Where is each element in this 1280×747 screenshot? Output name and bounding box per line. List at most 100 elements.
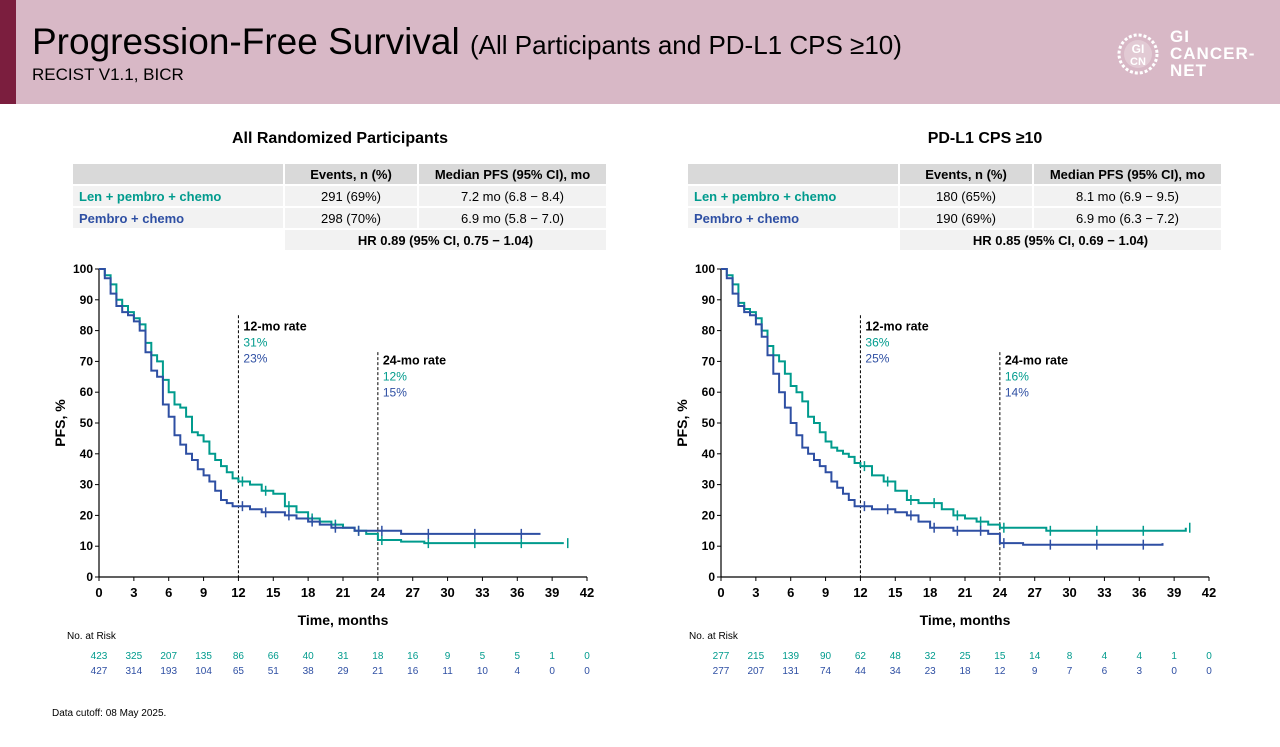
logo-text-line2: CANCER-: [1170, 44, 1256, 63]
risk-value-blue: 21: [372, 666, 384, 677]
rate-12mo-label: 12-mo rate: [243, 320, 306, 334]
km-curve-len-pembro-chemo: [721, 268, 1187, 532]
rate-24mo-label: 24-mo rate: [383, 353, 446, 367]
risk-table-label: No. at Risk: [689, 631, 739, 642]
risk-value-blue: 11: [442, 666, 453, 677]
risk-value-blue: 44: [855, 666, 867, 677]
x-tick-label: 33: [475, 585, 489, 600]
risk-value-blue: 9: [1032, 666, 1038, 677]
x-tick-label: 39: [545, 585, 559, 600]
x-tick-label: 21: [336, 585, 350, 600]
x-tick-label: 6: [787, 585, 794, 600]
row-label-len-pembro-chemo: Len + pembro + chemo: [688, 186, 898, 206]
panel-title-all: All Randomized Participants: [231, 130, 449, 147]
y-tick-label: 60: [80, 385, 94, 399]
x-tick-label: 15: [888, 585, 902, 600]
x-tick-label: 30: [1062, 585, 1076, 600]
risk-value-teal: 16: [407, 651, 419, 662]
risk-value-teal: 15: [994, 651, 1006, 662]
cell-median: 6.9 mo (6.3 − 7.2): [1034, 208, 1221, 228]
risk-value-teal: 9: [445, 651, 451, 662]
y-tick-label: 20: [702, 508, 716, 522]
x-tick-label: 15: [266, 585, 280, 600]
y-axis-label: PFS, %: [674, 399, 690, 447]
y-tick-label: 100: [73, 262, 93, 276]
cell-events: 190 (69%): [900, 208, 1032, 228]
risk-value-teal: 4: [1102, 651, 1108, 662]
risk-value-teal: 40: [303, 651, 315, 662]
risk-value-blue: 38: [303, 666, 315, 677]
risk-value-blue: 74: [820, 666, 832, 677]
y-tick-label: 80: [702, 324, 716, 338]
risk-value-blue: 4: [515, 666, 521, 677]
x-tick-label: 30: [440, 585, 454, 600]
x-tick-label: 42: [1202, 585, 1216, 600]
y-tick-label: 60: [702, 385, 716, 399]
gi-cancer-net-logo: GI CN: [1117, 33, 1159, 75]
data-cutoff-note: Data cutoff: 08 May 2025.: [52, 708, 167, 719]
table-header-median: Median PFS (95% CI), mo: [1034, 164, 1221, 184]
x-tick-label: 36: [1132, 585, 1146, 600]
risk-value-blue: 12: [994, 666, 1006, 677]
rate-12mo-teal: 31%: [243, 336, 267, 350]
risk-value-teal: 32: [925, 651, 937, 662]
x-tick-label: 6: [165, 585, 172, 600]
risk-value-blue: 0: [1171, 666, 1177, 677]
risk-value-teal: 48: [890, 651, 902, 662]
x-tick-label: 27: [405, 585, 419, 600]
y-tick-label: 0: [708, 570, 715, 584]
title-suffix: (All Participants and PD-L1 CPS ≥10): [470, 30, 902, 60]
risk-value-blue: 0: [549, 666, 555, 677]
x-tick-label: 12: [231, 585, 245, 600]
x-tick-label: 18: [301, 585, 315, 600]
table-header-blank: [688, 164, 898, 184]
rate-24mo-blue: 15%: [383, 385, 407, 399]
risk-value-teal: 66: [268, 651, 280, 662]
cell-median: 7.2 mo (6.8 − 8.4): [419, 186, 606, 206]
rate-12mo-teal: 36%: [865, 336, 889, 350]
x-tick-label: 3: [130, 585, 137, 600]
y-tick-label: 10: [80, 539, 94, 553]
x-tick-label: 0: [95, 585, 102, 600]
table-header-median: Median PFS (95% CI), mo: [419, 164, 606, 184]
risk-value-blue: 34: [890, 666, 902, 677]
row-label-len-pembro-chemo: Len + pembro + chemo: [73, 186, 283, 206]
y-tick-label: 70: [702, 354, 716, 368]
logo-text-line3: NET: [1170, 61, 1207, 80]
risk-value-blue: 131: [782, 666, 799, 677]
risk-value-blue: 7: [1067, 666, 1073, 677]
risk-value-teal: 25: [959, 651, 971, 662]
risk-value-teal: 5: [515, 651, 521, 662]
logo-badge-bottom: CN: [1130, 56, 1146, 68]
risk-value-teal: 86: [233, 651, 245, 662]
summary-table-all: Events, n (%) Median PFS (95% CI), mo Le…: [71, 162, 608, 252]
page-title: Progression-Free Survival (All Participa…: [32, 20, 902, 67]
cell-events: 291 (69%): [285, 186, 417, 206]
y-tick-label: 20: [80, 508, 94, 522]
x-tick-label: 39: [1167, 585, 1181, 600]
risk-value-blue: 18: [959, 666, 971, 677]
risk-value-teal: 1: [549, 651, 555, 662]
km-curve-pembro-chemo: [99, 268, 541, 535]
risk-value-teal: 62: [855, 651, 867, 662]
risk-value-teal: 0: [584, 651, 590, 662]
table-row: Len + pembro + chemo 180 (65%) 8.1 mo (6…: [688, 186, 1221, 206]
x-tick-label: 9: [200, 585, 207, 600]
table-empty-cell: [73, 230, 283, 250]
cell-median: 8.1 mo (6.9 − 9.5): [1034, 186, 1221, 206]
risk-value-blue: 207: [748, 666, 765, 677]
risk-value-blue: 10: [477, 666, 489, 677]
risk-value-teal: 4: [1137, 651, 1143, 662]
risk-value-blue: 29: [337, 666, 349, 677]
risk-value-blue: 65: [233, 666, 245, 677]
x-tick-label: 24: [993, 585, 1008, 600]
y-tick-label: 90: [702, 293, 716, 307]
risk-value-teal: 325: [126, 651, 143, 662]
row-label-pembro-chemo: Pembro + chemo: [688, 208, 898, 228]
y-tick-label: 30: [702, 478, 716, 492]
x-tick-label: 42: [580, 585, 594, 600]
rate-12mo-blue: 23%: [243, 352, 267, 366]
y-tick-label: 80: [80, 324, 94, 338]
x-tick-label: 0: [717, 585, 724, 600]
